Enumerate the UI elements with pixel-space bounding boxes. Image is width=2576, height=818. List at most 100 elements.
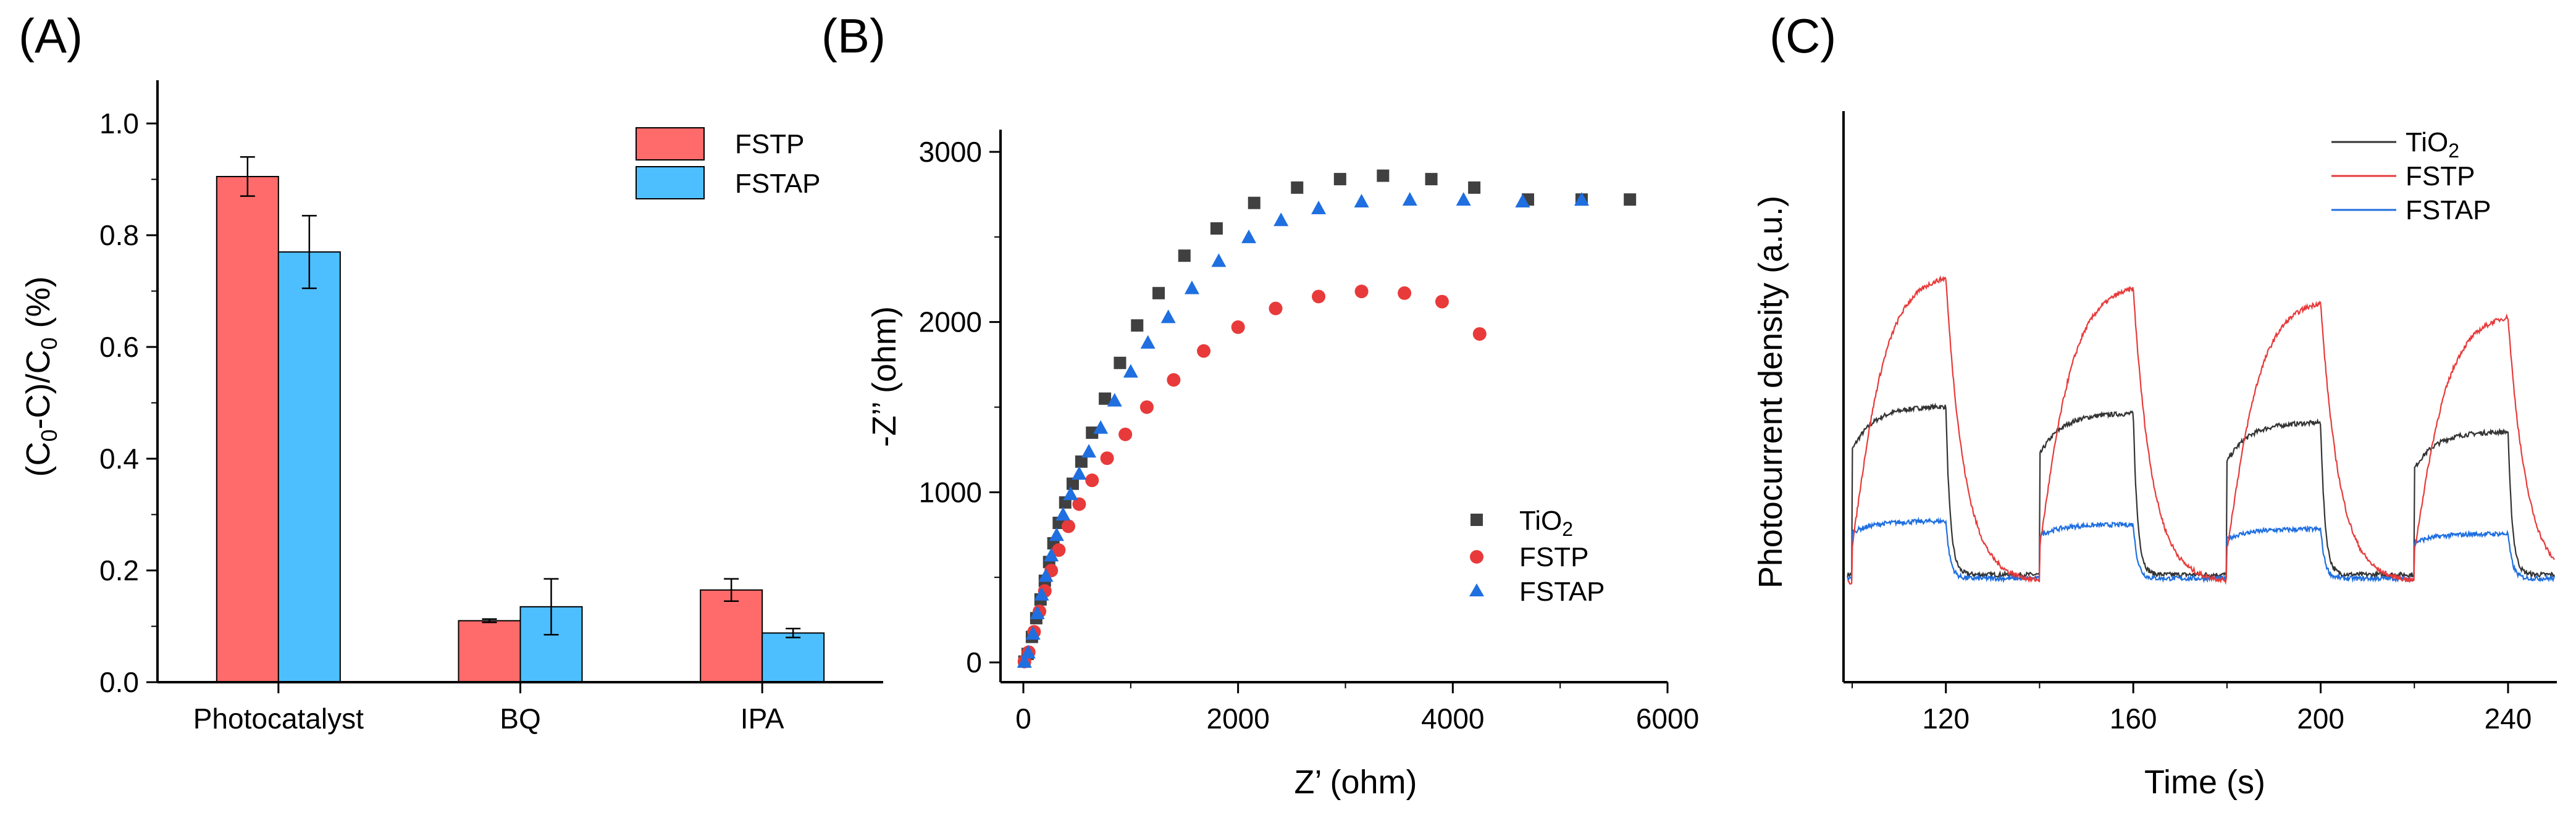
b-point-fstp (1354, 285, 1369, 299)
a-bar-fstp-bq (458, 620, 521, 683)
a-legend-swatch-fstap (636, 166, 705, 199)
b-point-tio2 (1075, 455, 1088, 468)
b-point-fstp (1231, 320, 1245, 334)
a-x-tick-label: BQ (500, 703, 540, 735)
b-y-axis-title: -Z’’ (ohm) (866, 306, 903, 447)
b-point-fstp (1062, 519, 1076, 533)
b-point-tio2 (1291, 181, 1304, 194)
b-point-tio2 (1377, 169, 1390, 182)
b-point-fstp (1472, 327, 1487, 341)
b-y-tick-label: 0 (966, 646, 982, 678)
c-x-axis-title: Time (s) (2144, 764, 2265, 801)
b-point-fstp (1052, 543, 1066, 557)
b-point-fstp (1197, 344, 1211, 358)
b-point-tio2 (1066, 477, 1079, 490)
panel-c-line-chart: 120 160 200 240 Time (s) Photocurrent densi… (1752, 111, 2557, 801)
a-bar-fstp-ipa (700, 589, 763, 683)
b-point-fstap (1140, 335, 1156, 349)
b-point-fstp (1072, 497, 1086, 511)
b-point-fstap (1049, 527, 1064, 541)
b-point-fstap (1241, 229, 1257, 243)
c-legend-label-fstp: FSTP (2406, 161, 2475, 191)
c-x-tick-label: 200 (2297, 703, 2344, 735)
b-point-fstap (1311, 200, 1327, 214)
b-point-tio2 (1086, 426, 1099, 439)
b-point-tio2 (1624, 193, 1637, 206)
b-point-tio2 (1248, 196, 1261, 209)
b-legend-marker-fstap (1469, 583, 1484, 596)
panel-c-label: (C) (1769, 9, 1836, 63)
c-y-axis-title: Photocurrent density (a.u.) (1752, 196, 1789, 588)
b-legend-label-tio2: TiO2 (1519, 506, 1573, 540)
b-point-fstap (1184, 280, 1199, 294)
b-point-fstap (1273, 212, 1289, 227)
a-y-tick-label: 0.0 (99, 666, 139, 698)
b-point-fstp (1269, 301, 1283, 315)
c-x-tick-label: 160 (2110, 703, 2157, 735)
b-point-fstp (1139, 400, 1154, 414)
a-legend-label-fstap: FSTAP (735, 169, 821, 199)
a-y-tick-label: 0.8 (99, 219, 139, 251)
b-point-fstp (1118, 427, 1133, 441)
b-point-fstp (1312, 290, 1326, 304)
b-point-fstap (1055, 507, 1071, 521)
b-point-fstap (1093, 420, 1109, 434)
b-point-tio2 (1178, 249, 1191, 262)
b-point-tio2 (1099, 392, 1112, 405)
b-point-fstp (1100, 451, 1114, 465)
b-point-fstap (1515, 193, 1530, 207)
b-point-fstap (1402, 192, 1417, 206)
b-point-fstap (1211, 253, 1227, 267)
b-x-tick-label: 6000 (1636, 703, 1699, 735)
b-point-fstap (1044, 548, 1059, 562)
b-point-fstap (1160, 309, 1176, 323)
b-point-fstap (1081, 444, 1097, 458)
a-y-tick-label: 0.2 (99, 554, 139, 586)
b-point-fstp (1435, 294, 1449, 309)
b-point-fstap (1354, 193, 1369, 207)
c-legend-label-fstap: FSTAP (2406, 195, 2491, 225)
b-point-fstap (1020, 645, 1036, 659)
b-point-fstp (1398, 286, 1412, 300)
a-x-tick-label: IPA (740, 703, 784, 735)
b-point-fstap (1574, 192, 1589, 206)
b-point-tio2 (1210, 222, 1223, 235)
panel-a-bar-chart: 0.0 0.2 0.4 0.6 0.8 1.0 Photocatalyst BQ IPA (C… (20, 80, 883, 735)
a-legend-label-fstp: FSTP (735, 129, 804, 159)
b-point-tio2 (1468, 181, 1481, 194)
a-y-tick-label: 0.6 (99, 331, 139, 363)
b-point-fstap (1456, 192, 1471, 206)
b-legend: TiO2 FSTP FSTAP (1469, 506, 1605, 607)
b-point-tio2 (1333, 173, 1346, 186)
b-point-tio2 (1131, 319, 1144, 332)
b-point-fstp (1085, 474, 1099, 488)
panel-b-scatter-chart: 0 1000 2000 3000 0 2000 4000 6000 Z’ (ohm) -Z’… (866, 130, 1699, 801)
b-point-fstap (1072, 466, 1087, 480)
b-point-fstap (1123, 364, 1138, 378)
b-legend-marker-tio2 (1471, 514, 1483, 526)
a-y-tick-label: 0.4 (99, 443, 139, 475)
b-point-tio2 (1425, 173, 1438, 186)
b-point-fstap (1038, 568, 1054, 582)
b-point-fstp (1167, 373, 1181, 387)
a-legend-swatch-fstp (636, 127, 705, 161)
b-y-tick-label: 2000 (919, 306, 982, 338)
c-legend: TiO2 FSTP FSTAP (2331, 127, 2491, 225)
b-legend-label-fstp: FSTP (1519, 542, 1588, 572)
a-x-tick-label: Photocatalyst (193, 703, 364, 735)
b-point-tio2 (1152, 286, 1165, 299)
panel-b-label: (B) (821, 9, 886, 63)
b-point-fstap (1025, 626, 1041, 640)
a-y-tick-label: 1.0 (99, 107, 139, 140)
b-point-fstap (1034, 586, 1049, 601)
c-legend-label-tio2: TiO2 (2406, 127, 2459, 162)
b-x-axis-title: Z’ (ohm) (1294, 764, 1417, 801)
b-point-fstap (1017, 654, 1032, 668)
c-series-line-fstp (1847, 275, 2555, 585)
c-series-line-fstap (1847, 516, 2556, 583)
c-x-tick-label: 120 (1922, 703, 1970, 735)
b-y-tick-label: 1000 (919, 476, 982, 508)
a-legend: FSTP FSTAP (636, 127, 821, 199)
panel-a-label: (A) (19, 9, 83, 63)
